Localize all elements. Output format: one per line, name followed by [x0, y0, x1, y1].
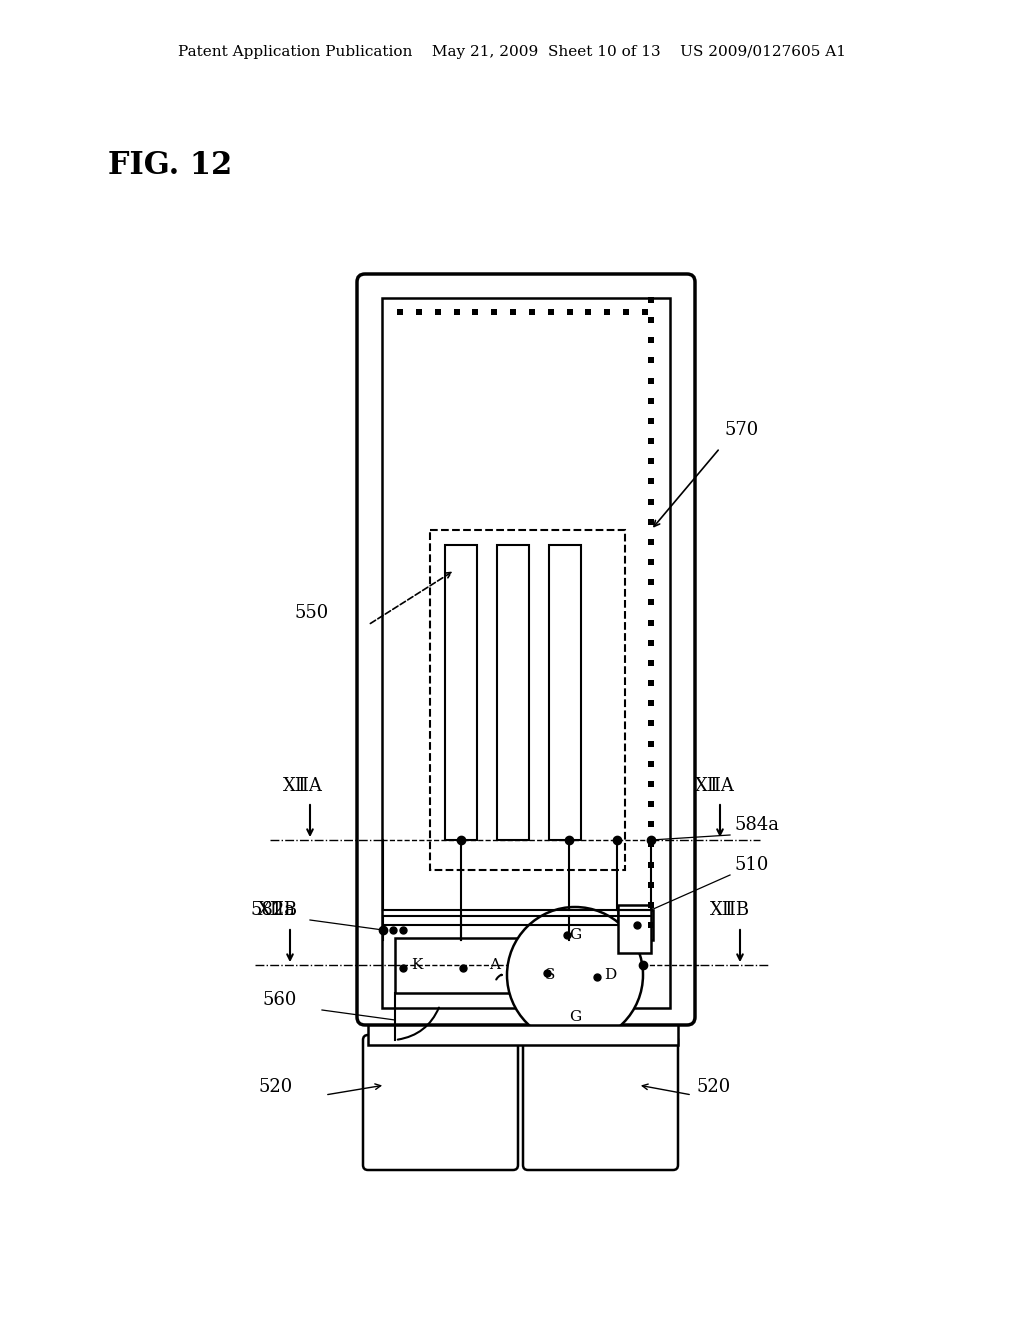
Text: 570: 570 — [725, 421, 759, 440]
Text: Patent Application Publication    May 21, 2009  Sheet 10 of 13    US 2009/012760: Patent Application Publication May 21, 2… — [178, 45, 846, 59]
Circle shape — [507, 907, 643, 1043]
Bar — [382, 298, 670, 1008]
Text: 520: 520 — [258, 1078, 292, 1096]
FancyArrowPatch shape — [497, 974, 502, 979]
Text: A: A — [489, 958, 501, 972]
Text: K: K — [412, 958, 423, 972]
Text: XⅢB: XⅢB — [258, 902, 298, 919]
FancyBboxPatch shape — [362, 1035, 518, 1170]
Text: D: D — [604, 968, 616, 982]
Bar — [395, 939, 565, 993]
Bar — [618, 906, 651, 953]
Text: S: S — [545, 968, 555, 982]
FancyBboxPatch shape — [357, 275, 695, 1026]
Text: XⅢA: XⅢA — [283, 777, 323, 795]
Bar — [549, 545, 581, 840]
Text: 550: 550 — [295, 605, 330, 622]
Text: G: G — [569, 1010, 582, 1024]
Bar — [430, 531, 625, 870]
Text: 510: 510 — [735, 855, 769, 874]
Text: 582a: 582a — [250, 902, 295, 919]
Text: FIG. 12: FIG. 12 — [108, 149, 232, 181]
FancyBboxPatch shape — [523, 1035, 678, 1170]
Bar — [368, 1026, 678, 1045]
Text: 584a: 584a — [735, 816, 780, 834]
Text: 560: 560 — [262, 991, 296, 1008]
Text: XⅢB: XⅢB — [710, 902, 751, 919]
FancyArrowPatch shape — [397, 1007, 439, 1040]
Text: XⅢA: XⅢA — [695, 777, 735, 795]
Bar — [497, 545, 529, 840]
Bar — [445, 545, 477, 840]
Text: G: G — [569, 928, 582, 942]
Text: 520: 520 — [697, 1078, 731, 1096]
Bar — [618, 909, 653, 940]
